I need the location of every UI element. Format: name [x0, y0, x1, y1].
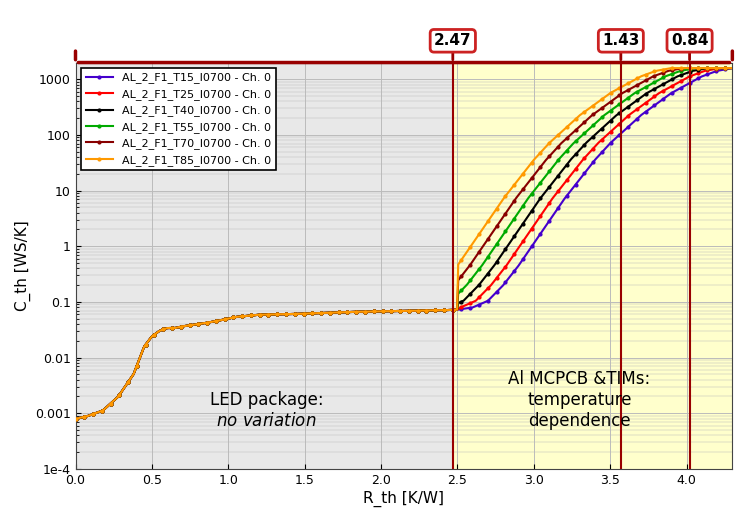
AL_2_F1_T15_I0700 - Ch. 0	[565, 189, 575, 195]
AL_2_F1_T40_I0700 - Ch. 0	[728, 65, 737, 71]
AL_2_F1_T70_I0700 - Ch. 0	[240, 313, 249, 319]
AL_2_F1_T15_I0700 - Ch. 0	[187, 322, 196, 328]
AL_2_F1_T70_I0700 - Ch. 0	[458, 271, 467, 278]
AL_2_F1_T15_I0700 - Ch. 0	[368, 308, 378, 315]
AL_2_F1_T40_I0700 - Ch. 0	[704, 65, 713, 71]
AL_2_F1_T70_I0700 - Ch. 0	[565, 132, 575, 139]
AL_2_F1_T15_I0700 - Ch. 0	[71, 416, 80, 422]
AL_2_F1_T40_I0700 - Ch. 0	[368, 308, 378, 315]
Text: 1.43: 1.43	[602, 33, 639, 48]
Line: AL_2_F1_T25_I0700 - Ch. 0: AL_2_F1_T25_I0700 - Ch. 0	[74, 67, 734, 420]
Text: Al MCPCB &TIMs:
temperature
dependence: Al MCPCB &TIMs: temperature dependence	[508, 370, 651, 430]
AL_2_F1_T15_I0700 - Ch. 0	[728, 65, 737, 71]
AL_2_F1_T25_I0700 - Ch. 0	[240, 313, 249, 319]
AL_2_F1_T55_I0700 - Ch. 0	[368, 308, 378, 315]
AL_2_F1_T55_I0700 - Ch. 0	[565, 144, 575, 150]
Line: AL_2_F1_T40_I0700 - Ch. 0: AL_2_F1_T40_I0700 - Ch. 0	[74, 67, 734, 420]
AL_2_F1_T40_I0700 - Ch. 0	[240, 313, 249, 319]
AL_2_F1_T25_I0700 - Ch. 0	[458, 303, 467, 309]
Line: AL_2_F1_T15_I0700 - Ch. 0: AL_2_F1_T15_I0700 - Ch. 0	[74, 67, 734, 420]
Legend: AL_2_F1_T15_I0700 - Ch. 0, AL_2_F1_T25_I0700 - Ch. 0, AL_2_F1_T40_I0700 - Ch. 0,: AL_2_F1_T15_I0700 - Ch. 0, AL_2_F1_T25_I…	[81, 68, 276, 170]
AL_2_F1_T25_I0700 - Ch. 0	[728, 65, 737, 71]
X-axis label: R_th [K/W]: R_th [K/W]	[363, 491, 445, 507]
Line: AL_2_F1_T70_I0700 - Ch. 0: AL_2_F1_T70_I0700 - Ch. 0	[74, 67, 734, 420]
AL_2_F1_T25_I0700 - Ch. 0	[510, 251, 519, 257]
AL_2_F1_T40_I0700 - Ch. 0	[187, 322, 196, 328]
AL_2_F1_T40_I0700 - Ch. 0	[565, 157, 575, 164]
AL_2_F1_T85_I0700 - Ch. 0	[510, 182, 519, 188]
AL_2_F1_T85_I0700 - Ch. 0	[187, 322, 196, 328]
AL_2_F1_T55_I0700 - Ch. 0	[71, 416, 80, 422]
AL_2_F1_T15_I0700 - Ch. 0	[240, 313, 249, 319]
AL_2_F1_T70_I0700 - Ch. 0	[680, 65, 689, 71]
AL_2_F1_T25_I0700 - Ch. 0	[71, 416, 80, 422]
AL_2_F1_T15_I0700 - Ch. 0	[458, 306, 467, 312]
AL_2_F1_T15_I0700 - Ch. 0	[510, 268, 519, 275]
AL_2_F1_T70_I0700 - Ch. 0	[71, 416, 80, 422]
AL_2_F1_T55_I0700 - Ch. 0	[510, 216, 519, 222]
AL_2_F1_T40_I0700 - Ch. 0	[458, 298, 467, 304]
AL_2_F1_T85_I0700 - Ch. 0	[565, 121, 575, 127]
AL_2_F1_T70_I0700 - Ch. 0	[510, 197, 519, 204]
AL_2_F1_T55_I0700 - Ch. 0	[240, 313, 249, 319]
AL_2_F1_T70_I0700 - Ch. 0	[368, 308, 378, 315]
Text: 0.84: 0.84	[671, 33, 708, 48]
Text: 2.47: 2.47	[434, 33, 472, 48]
AL_2_F1_T40_I0700 - Ch. 0	[510, 233, 519, 240]
AL_2_F1_T85_I0700 - Ch. 0	[368, 308, 378, 315]
AL_2_F1_T85_I0700 - Ch. 0	[458, 255, 467, 261]
AL_2_F1_T25_I0700 - Ch. 0	[368, 308, 378, 315]
AL_2_F1_T85_I0700 - Ch. 0	[728, 65, 737, 71]
AL_2_F1_T55_I0700 - Ch. 0	[187, 322, 196, 328]
AL_2_F1_T70_I0700 - Ch. 0	[187, 322, 196, 328]
Line: AL_2_F1_T85_I0700 - Ch. 0: AL_2_F1_T85_I0700 - Ch. 0	[74, 67, 734, 420]
AL_2_F1_T85_I0700 - Ch. 0	[240, 313, 249, 319]
Text: LED package:
$\mathit{no\ variation}$: LED package: $\mathit{no\ variation}$	[210, 391, 323, 430]
AL_2_F1_T55_I0700 - Ch. 0	[728, 65, 737, 71]
AL_2_F1_T25_I0700 - Ch. 0	[716, 65, 725, 71]
AL_2_F1_T85_I0700 - Ch. 0	[667, 65, 676, 71]
AL_2_F1_T55_I0700 - Ch. 0	[692, 65, 701, 71]
Y-axis label: C_th [WS/K]: C_th [WS/K]	[14, 220, 31, 311]
AL_2_F1_T55_I0700 - Ch. 0	[458, 286, 467, 292]
AL_2_F1_T70_I0700 - Ch. 0	[728, 65, 737, 71]
Bar	[453, 0, 732, 521]
AL_2_F1_T25_I0700 - Ch. 0	[565, 173, 575, 179]
Line: AL_2_F1_T55_I0700 - Ch. 0: AL_2_F1_T55_I0700 - Ch. 0	[74, 67, 734, 420]
AL_2_F1_T25_I0700 - Ch. 0	[187, 322, 196, 328]
AL_2_F1_T85_I0700 - Ch. 0	[71, 416, 80, 422]
AL_2_F1_T40_I0700 - Ch. 0	[71, 416, 80, 422]
